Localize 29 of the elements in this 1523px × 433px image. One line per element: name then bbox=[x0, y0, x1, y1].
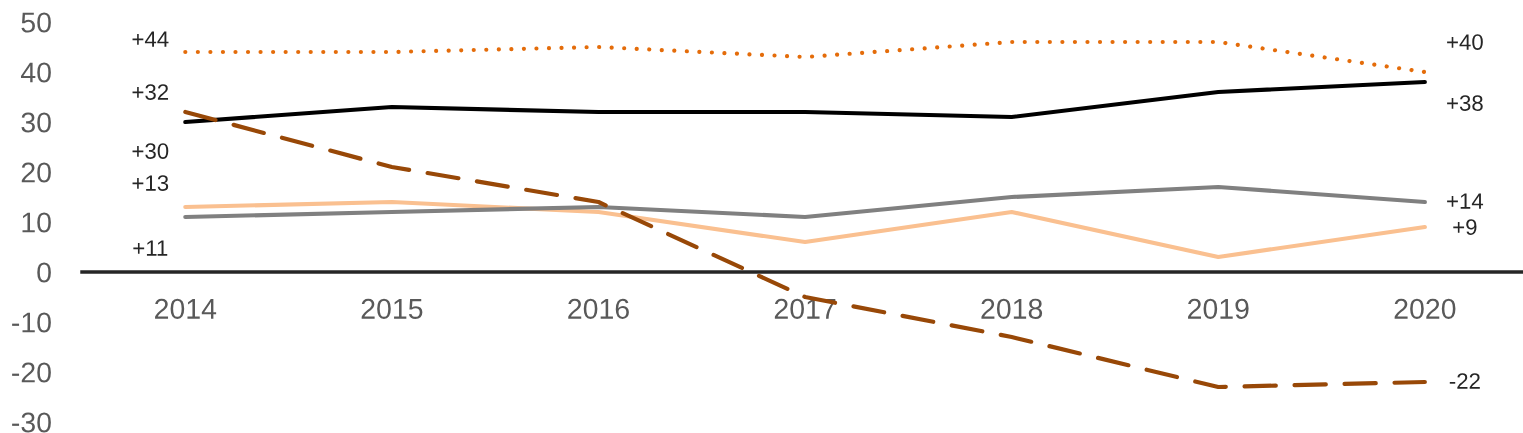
line-series bbox=[183, 199, 1427, 260]
data-label: +9 bbox=[1453, 219, 1477, 235]
x-tick-label: 2020 bbox=[1394, 298, 1456, 319]
y-tick-label: 40 bbox=[20, 62, 51, 83]
data-label: +14 bbox=[1447, 193, 1484, 209]
y-tick-label: -30 bbox=[12, 412, 51, 433]
data-label: +38 bbox=[1447, 95, 1483, 111]
line-series bbox=[183, 39, 1427, 75]
data-label: +44 bbox=[132, 31, 169, 47]
x-tick-label: 2018 bbox=[981, 298, 1043, 319]
data-label: +13 bbox=[132, 175, 169, 191]
data-label: +32 bbox=[132, 84, 169, 100]
data-label: +30 bbox=[132, 143, 169, 159]
line-series bbox=[183, 79, 1427, 125]
y-tick-label: 30 bbox=[21, 112, 51, 133]
data-label: -22 bbox=[1449, 373, 1480, 389]
x-tick-label: 2016 bbox=[568, 298, 629, 319]
y-tick-label: -20 bbox=[12, 362, 51, 383]
x-tick-label: 2014 bbox=[155, 298, 217, 319]
x-tick-label: 2019 bbox=[1188, 298, 1249, 319]
y-tick-label: -10 bbox=[12, 312, 51, 333]
line-series bbox=[183, 184, 1427, 220]
x-tick-label: 2015 bbox=[361, 298, 423, 319]
y-tick-label: 0 bbox=[37, 262, 51, 283]
y-tick-label: 20 bbox=[21, 162, 51, 183]
y-tick-label: 50 bbox=[21, 12, 51, 33]
data-label: +40 bbox=[1447, 34, 1483, 50]
y-tick-label: 10 bbox=[22, 212, 51, 233]
data-label: +11 bbox=[133, 240, 168, 256]
